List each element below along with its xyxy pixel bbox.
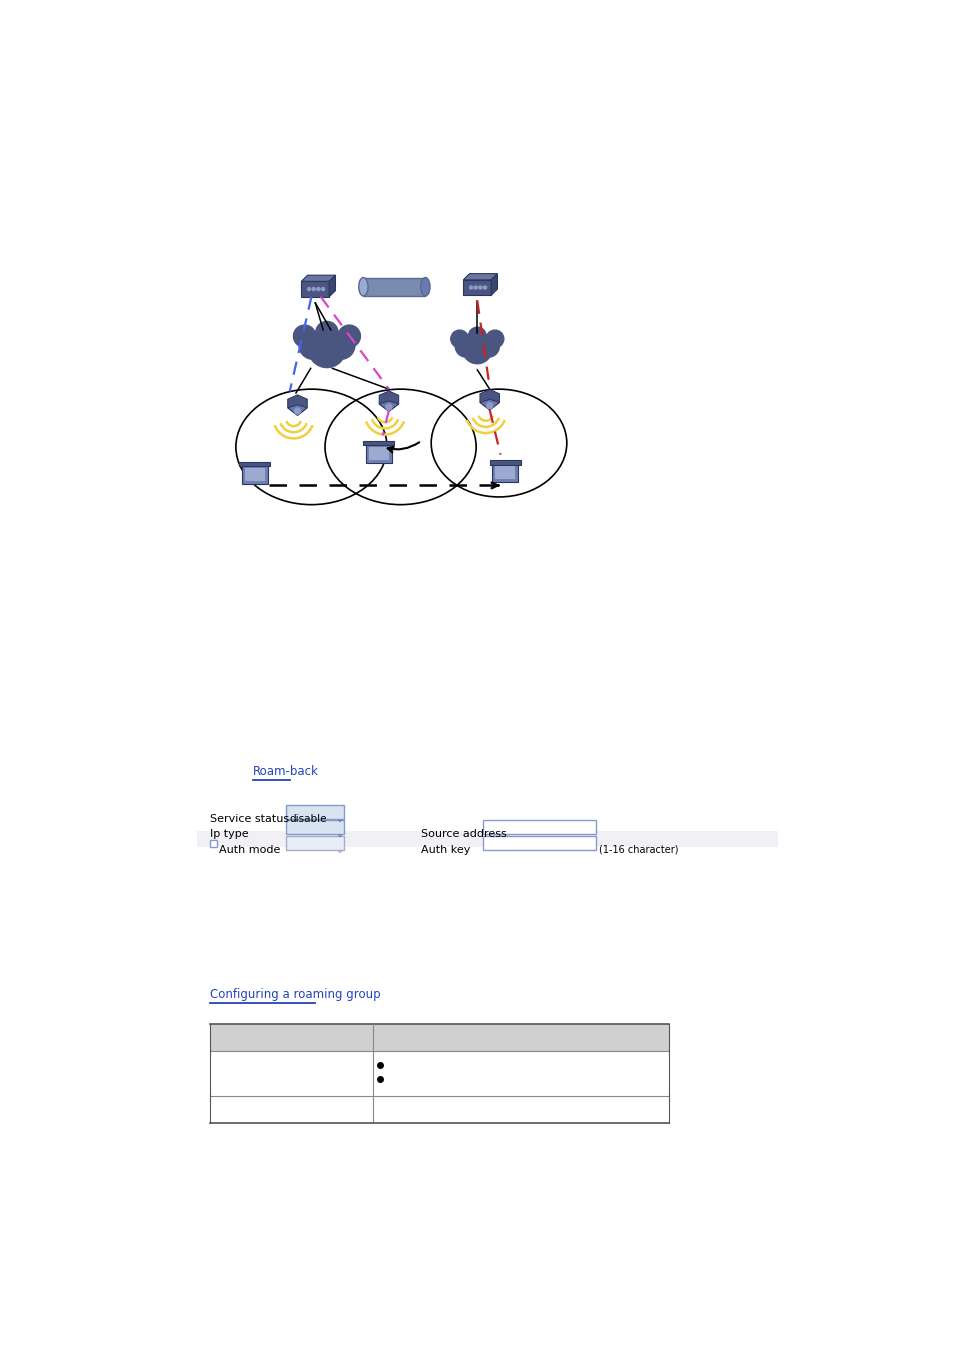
Bar xyxy=(196,846,778,864)
Bar xyxy=(196,815,778,833)
Bar xyxy=(210,1096,669,1123)
FancyBboxPatch shape xyxy=(369,447,389,460)
Text: ⌄: ⌄ xyxy=(335,845,344,855)
FancyBboxPatch shape xyxy=(245,467,265,481)
Polygon shape xyxy=(329,275,335,297)
FancyBboxPatch shape xyxy=(489,460,520,464)
Polygon shape xyxy=(491,274,497,296)
Polygon shape xyxy=(378,392,398,412)
Circle shape xyxy=(294,408,300,414)
Text: disable: disable xyxy=(289,814,326,824)
FancyBboxPatch shape xyxy=(239,462,270,466)
Text: Ip type: Ip type xyxy=(210,829,249,840)
Circle shape xyxy=(476,335,498,358)
Circle shape xyxy=(468,327,486,344)
FancyBboxPatch shape xyxy=(286,805,344,819)
Circle shape xyxy=(486,331,503,348)
Polygon shape xyxy=(479,389,499,410)
Circle shape xyxy=(308,331,345,367)
Circle shape xyxy=(478,286,481,289)
Circle shape xyxy=(337,325,360,347)
Polygon shape xyxy=(463,274,497,279)
Circle shape xyxy=(316,288,319,290)
Text: Auth key: Auth key xyxy=(421,845,471,855)
FancyBboxPatch shape xyxy=(241,466,268,483)
FancyBboxPatch shape xyxy=(495,466,515,479)
FancyBboxPatch shape xyxy=(363,440,394,446)
Circle shape xyxy=(321,288,324,290)
Polygon shape xyxy=(378,401,398,412)
Text: Source address: Source address xyxy=(421,829,507,840)
Circle shape xyxy=(483,286,486,289)
FancyBboxPatch shape xyxy=(483,836,596,849)
FancyBboxPatch shape xyxy=(463,279,491,296)
Circle shape xyxy=(307,288,311,290)
Circle shape xyxy=(386,404,392,410)
Circle shape xyxy=(474,286,476,289)
Text: Auth mode: Auth mode xyxy=(219,845,280,855)
Polygon shape xyxy=(479,400,499,410)
Bar xyxy=(210,1052,669,1096)
FancyBboxPatch shape xyxy=(365,444,392,463)
Circle shape xyxy=(298,332,327,359)
FancyBboxPatch shape xyxy=(210,840,216,846)
Polygon shape xyxy=(301,275,335,281)
Ellipse shape xyxy=(358,278,368,296)
Polygon shape xyxy=(288,405,307,416)
Bar xyxy=(363,278,425,296)
Circle shape xyxy=(315,321,337,343)
Text: Service status: Service status xyxy=(210,814,289,824)
Circle shape xyxy=(451,331,468,348)
Circle shape xyxy=(462,335,492,363)
Circle shape xyxy=(486,402,492,409)
FancyBboxPatch shape xyxy=(483,821,596,834)
Polygon shape xyxy=(288,394,307,416)
FancyBboxPatch shape xyxy=(286,836,344,849)
Text: (1-16 character): (1-16 character) xyxy=(598,845,678,855)
Circle shape xyxy=(455,335,476,358)
Circle shape xyxy=(312,288,315,290)
Text: Configuring a roaming group: Configuring a roaming group xyxy=(210,988,380,1002)
Text: Roam-back: Roam-back xyxy=(253,765,319,778)
FancyBboxPatch shape xyxy=(492,464,517,482)
Text: ⌄: ⌄ xyxy=(335,814,344,824)
Circle shape xyxy=(294,325,315,347)
Bar xyxy=(196,832,778,848)
Circle shape xyxy=(469,286,472,289)
FancyBboxPatch shape xyxy=(286,821,344,834)
Circle shape xyxy=(327,332,355,359)
FancyBboxPatch shape xyxy=(301,281,329,297)
Bar xyxy=(210,1025,669,1052)
Ellipse shape xyxy=(420,278,430,296)
Text: ⌄: ⌄ xyxy=(335,829,344,840)
